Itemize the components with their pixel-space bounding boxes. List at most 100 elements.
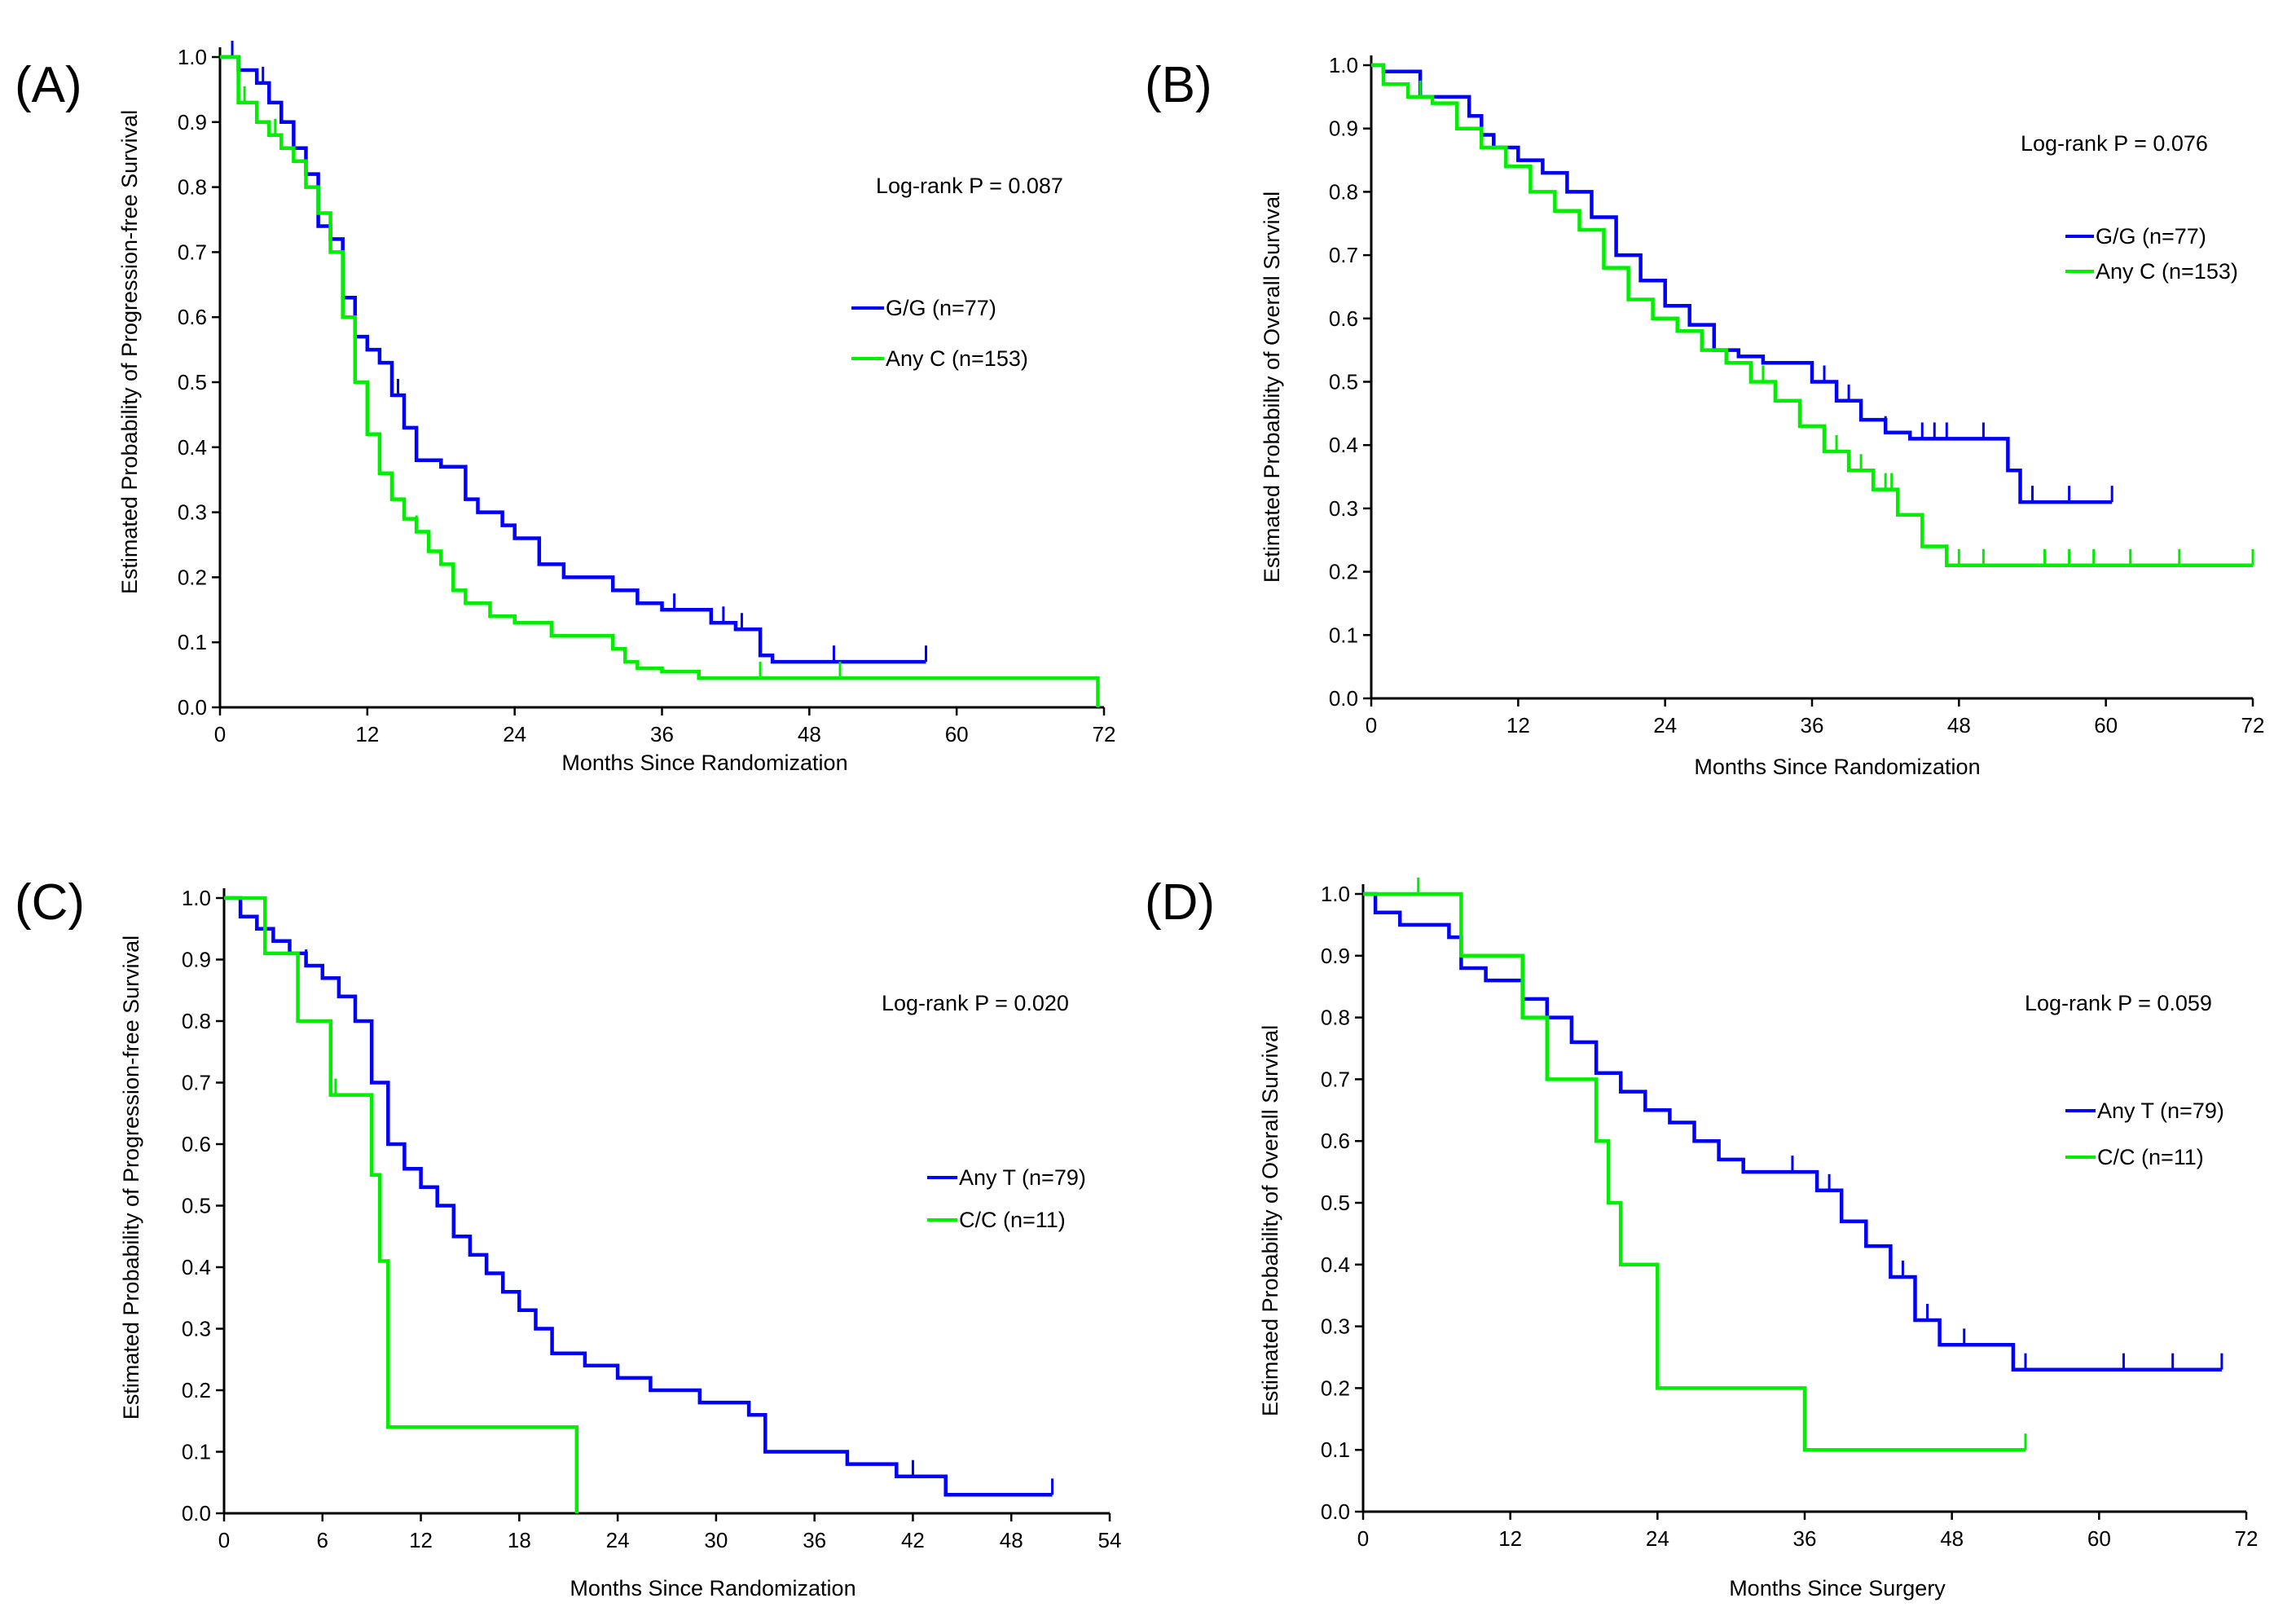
panel-a-x-tick-label: 0 (214, 722, 226, 746)
panel-b-y-tick-label: 0.1 (1329, 623, 1358, 647)
panel-c-logrank: Log-rank P = 0.020 (882, 991, 1069, 1015)
panel-a-y-tick-label: 0.1 (178, 630, 207, 654)
panel-c-y-tick-label: 0.9 (182, 948, 211, 972)
panel-c-y-tick-label: 0.3 (182, 1317, 211, 1341)
panel-a-legend-anyc: Any C (n=153) (886, 346, 1028, 371)
panel-c-y-tick-label: 0.7 (182, 1071, 211, 1095)
panel-d: (D) Months Since Surgery Estimated Proba… (1145, 874, 2258, 1600)
panel-b-legend: G/G (n=77) Any C (n=153) (2065, 224, 2238, 284)
panel-b-plot-area: 0.0 0.1 0.2 0.3 0.4 0.5 0.6 0.7 0.8 0.9 1.0 0 12 24 36… (1329, 53, 2265, 737)
panel-c-x-tick-label: 18 (508, 1528, 531, 1552)
panel-d-series-1-curve (1363, 892, 2025, 1452)
panel-d-y-tick-label: 0.9 (1321, 944, 1350, 968)
panel-d-x-tick-label: 24 (1646, 1526, 1669, 1551)
panel-d-y-tick-label: 1.0 (1321, 882, 1350, 906)
panel-d-letter: (D) (1145, 874, 1215, 931)
panel-b-y-tick-label: 0.5 (1329, 370, 1358, 394)
panel-b: (B) Months Since Randomization Estimated… (1145, 53, 2264, 779)
panel-d-y-tick-label: 0.6 (1321, 1129, 1350, 1153)
panel-c-y-tick-label: 0.2 (182, 1378, 211, 1402)
panel-b-y-tick-label: 0.6 (1329, 306, 1358, 331)
panel-b-y-tick-label: 0.2 (1329, 560, 1358, 584)
panel-a-x-tick-label: 36 (650, 722, 674, 746)
panel-d-y-tick-label: 0.4 (1321, 1253, 1350, 1277)
panel-a: (A) Months Since Randomization Estimated… (15, 41, 1115, 775)
panel-b-letter: (B) (1145, 57, 1212, 113)
panel-a-x-tick-label: 24 (503, 722, 526, 746)
panel-c-x-tick-label: 24 (606, 1528, 630, 1552)
panel-d-y-tick-label: 0.3 (1321, 1314, 1350, 1339)
panel-d-x-tick-label: 60 (2087, 1526, 2111, 1551)
panel-a-x-tick-label: 60 (945, 722, 969, 746)
panel-a-y-tick-label: 0.9 (178, 110, 207, 134)
panel-c-y-tick-label: 0.0 (182, 1501, 211, 1526)
panel-a-y-tick-label: 0.6 (178, 305, 207, 329)
panel-c-x-tick-label: 12 (409, 1528, 433, 1552)
panel-c-x-tick-label: 42 (901, 1528, 925, 1552)
panel-b-x-tick-label: 0 (1366, 713, 1377, 737)
panel-a-x-tick-label: 72 (1093, 722, 1116, 746)
panel-a-x-tick-label: 48 (798, 722, 821, 746)
panel-d-ylabel: Estimated Probability of Overall Surviva… (1258, 1025, 1282, 1416)
panel-a-series-1-curve (220, 55, 1100, 707)
panel-c-legend-anyt: Any T (n=79) (959, 1165, 1086, 1190)
panel-c-xlabel: Months Since Randomization (570, 1576, 856, 1600)
panel-c-x-tick-label: 48 (1000, 1528, 1023, 1552)
panel-d-x-tick-label: 12 (1498, 1526, 1522, 1551)
panel-a-y-tick-label: 0.8 (178, 175, 207, 200)
panel-a-letter: (A) (15, 57, 82, 113)
panel-a-y-tick-label: 0.7 (178, 240, 207, 264)
panel-b-y-tick-label: 0.8 (1329, 179, 1358, 204)
panel-c-ylabel: Estimated Probability of Progression-fre… (119, 936, 143, 1420)
panel-b-y-tick-label: 0.4 (1329, 433, 1358, 457)
panel-b-y-tick-label: 0.0 (1329, 686, 1358, 711)
panel-d-plot-area: 0.0 0.1 0.2 0.3 0.4 0.5 0.6 0.7 0.8 0.9 1.0 0 12 24 36… (1321, 878, 2259, 1551)
panel-b-y-tick-label: 0.7 (1329, 243, 1358, 267)
panel-c-legend: Any T (n=79) C/C (n=11) (927, 1165, 1086, 1232)
panel-a-legend-gg: G/G (n=77) (886, 296, 996, 320)
panel-a-xlabel: Months Since Randomization (561, 751, 847, 775)
panel-d-x-tick-label: 36 (1793, 1526, 1817, 1551)
panel-d-legend-anyt: Any T (n=79) (2097, 1098, 2224, 1123)
panel-c-y-tick-label: 0.5 (182, 1194, 211, 1218)
panel-b-x-tick-label: 36 (1801, 713, 1824, 737)
panel-b-x-tick-label: 12 (1506, 713, 1530, 737)
panel-b-y-tick-label: 1.0 (1329, 53, 1358, 77)
panel-c: (C) Months Since Randomization Estimated… (15, 874, 1121, 1600)
panel-b-x-tick-label: 24 (1653, 713, 1677, 737)
panel-c-series-1-curve (224, 896, 579, 1513)
panel-c-y-tick-label: 0.4 (182, 1255, 211, 1279)
panel-c-x-tick-label: 0 (218, 1528, 230, 1552)
panel-a-y-tick-label: 0.3 (178, 500, 207, 525)
panel-d-x-tick-label: 72 (2235, 1526, 2259, 1551)
panel-d-y-tick-label: 0.0 (1321, 1499, 1350, 1524)
panel-b-logrank: Log-rank P = 0.076 (2021, 131, 2208, 156)
panel-c-y-tick-label: 0.1 (182, 1440, 211, 1464)
panel-d-y-tick-label: 0.2 (1321, 1376, 1350, 1400)
panel-a-y-tick-label: 0.0 (178, 695, 207, 720)
panel-c-x-tick-label: 54 (1098, 1528, 1122, 1552)
panel-d-xlabel: Months Since Surgery (1729, 1576, 1946, 1600)
panel-d-logrank: Log-rank P = 0.059 (2025, 991, 2212, 1015)
panel-b-series-0-curve (1371, 63, 2113, 504)
panel-d-legend: Any T (n=79) C/C (n=11) (2065, 1098, 2224, 1169)
panel-d-y-tick-label: 0.7 (1321, 1067, 1350, 1091)
panel-b-legend-gg: G/G (n=77) (2096, 224, 2206, 249)
panel-d-series-0-curve (1363, 892, 2222, 1371)
panel-c-x-tick-label: 30 (704, 1528, 728, 1552)
panel-d-y-tick-label: 0.1 (1321, 1437, 1350, 1462)
panel-d-legend-cc: C/C (n=11) (2097, 1145, 2204, 1169)
panel-d-y-tick-label: 0.5 (1321, 1191, 1350, 1215)
panel-a-plot-area: 0.0 0.1 0.2 0.3 0.4 0.5 0.6 0.7 0.8 0.9 1.0 0 12 24 36… (178, 41, 1116, 746)
panel-c-x-tick-label: 6 (317, 1528, 328, 1552)
panel-a-ylabel: Estimated Probability of Progression-fre… (117, 110, 142, 594)
panel-c-y-tick-label: 1.0 (182, 886, 211, 910)
panel-a-y-tick-label: 1.0 (178, 45, 207, 69)
panel-a-series-0-curve (220, 55, 926, 664)
panel-b-legend-anyc: Any C (n=153) (2096, 259, 2238, 284)
panel-b-x-tick-label: 60 (2094, 713, 2118, 737)
panel-c-x-tick-label: 36 (803, 1528, 826, 1552)
panel-c-y-tick-label: 0.6 (182, 1132, 211, 1156)
panel-b-y-tick-label: 0.9 (1329, 117, 1358, 141)
